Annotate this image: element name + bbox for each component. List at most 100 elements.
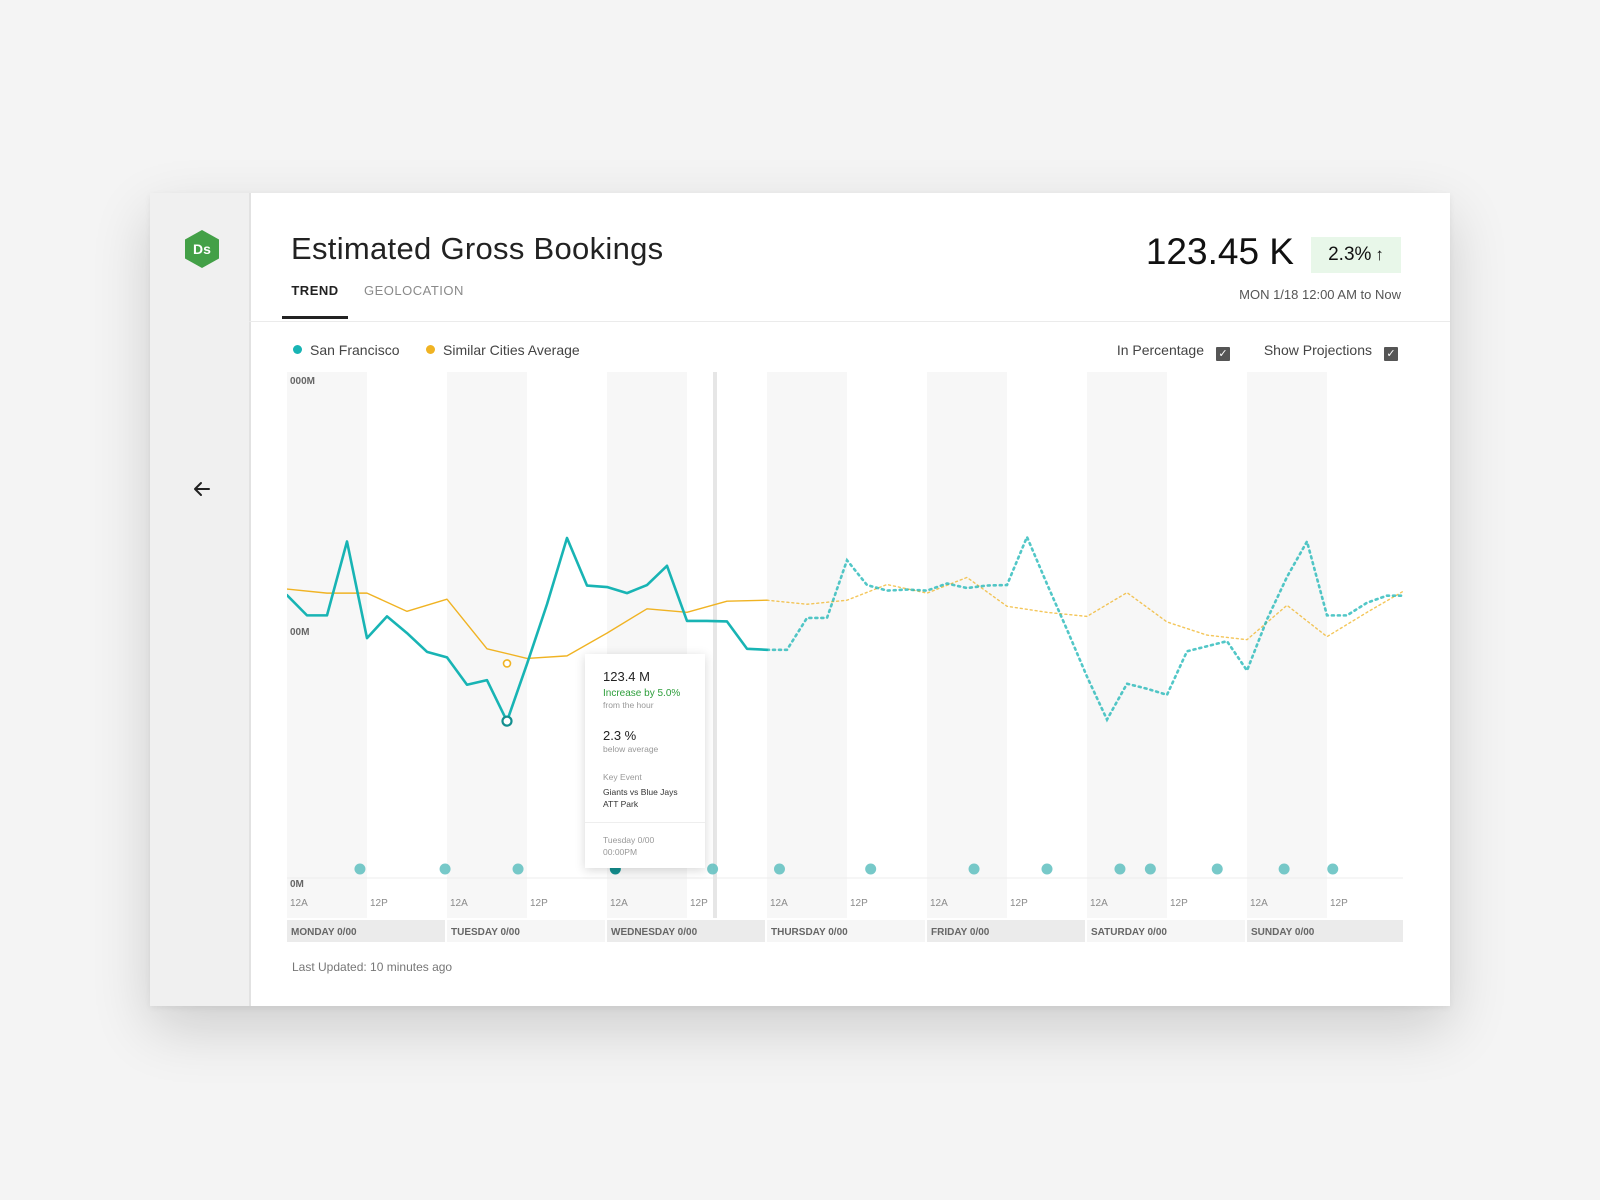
tooltip-event-label: Key Event xyxy=(603,772,642,782)
y-axis-label: 0M xyxy=(290,879,304,890)
last-updated: Last Updated: 10 minutes ago xyxy=(292,960,453,974)
tooltip-percent-sub: below average xyxy=(603,744,659,754)
legend-item-similar-cities[interactable]: Similar Cities Average xyxy=(426,342,580,358)
x-tick-label: 12A xyxy=(770,898,788,909)
arrow-left-icon xyxy=(194,482,210,496)
highlight-point-san-francisco xyxy=(501,715,513,727)
legend-dot-icon xyxy=(426,345,435,354)
event-marker xyxy=(512,863,524,875)
event-marker xyxy=(1144,863,1156,875)
y-axis-label: 000M xyxy=(290,376,315,387)
day-label: SUNDAY 0/00 xyxy=(1251,927,1315,938)
toggle-in-percentage[interactable]: In Percentage ✓ xyxy=(1117,342,1230,361)
chart-tooltip: 123.4 M Increase by 5.0% from the hour 2… xyxy=(585,654,705,868)
event-marker xyxy=(1278,863,1290,875)
toggle-label: Show Projections xyxy=(1263,342,1372,358)
chart-band xyxy=(927,372,1007,918)
event-marker xyxy=(968,863,980,875)
tooltip-value: 123.4 M xyxy=(603,669,650,684)
bookings-card: Ds Estimated Gross Bookings TREND GEOLOC… xyxy=(150,193,1450,1006)
x-tick-label: 12A xyxy=(930,898,948,909)
page-title: Estimated Gross Bookings xyxy=(291,231,664,266)
toggle-label: In Percentage xyxy=(1116,342,1204,358)
event-marker xyxy=(773,863,785,875)
legend-label: Similar Cities Average xyxy=(443,342,580,358)
x-tick-label: 12A xyxy=(1250,898,1268,909)
change-value: 2.3% xyxy=(1328,244,1372,265)
similar-cities-projection-line xyxy=(766,576,1403,641)
tooltip-event-line1: Giants vs Blue Jays xyxy=(603,787,678,797)
san-francisco-projection-line xyxy=(765,533,1403,723)
header-divider xyxy=(249,321,1450,322)
trend-chart[interactable]: 000M 00M 0M 12A 12P 12A 12P 12A 12P 12A 12P 12A 12P 1… xyxy=(287,372,1403,952)
date-range: MON 1/18 12:00 AM to Now xyxy=(1239,287,1401,302)
tooltip-increase: Increase by 5.0% xyxy=(603,688,681,699)
tooltip-footer: Tuesday 0/00 00:00PM xyxy=(585,822,705,868)
day-label: WEDNESDAY 0/00 xyxy=(611,927,698,938)
y-axis-label: 00M xyxy=(290,627,309,638)
tab-geolocation[interactable]: GEOLOCATION xyxy=(364,283,464,298)
arrow-up-icon: ↑ xyxy=(1375,245,1384,264)
event-marker xyxy=(1211,863,1223,875)
hexagon-logo-icon xyxy=(185,230,219,268)
day-label: THURSDAY 0/00 xyxy=(771,927,848,938)
day-label: TUESDAY 0/00 xyxy=(451,927,520,938)
tooltip-increase-sub: from the hour xyxy=(603,700,654,710)
legend-label: San Francisco xyxy=(310,342,400,358)
tooltip-event-name: Giants vs Blue Jays ATT Park xyxy=(603,786,705,810)
similar-cities-line xyxy=(287,588,768,660)
tab-trend[interactable]: TREND xyxy=(282,283,348,319)
x-tick-label: 12A xyxy=(610,898,628,909)
x-tick-label: 12P xyxy=(530,898,548,909)
hover-cursor-line xyxy=(713,372,717,918)
legend-dot-icon xyxy=(293,345,302,354)
chart-band xyxy=(1247,372,1327,918)
day-label: FRIDAY 0/00 xyxy=(931,927,990,938)
event-marker xyxy=(1114,863,1126,875)
day-bar xyxy=(927,920,1085,942)
chart-band xyxy=(287,372,367,918)
tooltip-event-line2: ATT Park xyxy=(603,799,639,809)
change-badge: 2.3% ↑ xyxy=(1311,237,1401,273)
day-bar xyxy=(1087,920,1245,942)
chart-band xyxy=(447,372,527,918)
highlight-point-similar-cities xyxy=(502,659,512,668)
day-bar xyxy=(607,920,765,942)
event-marker xyxy=(439,863,451,875)
day-bar xyxy=(767,920,925,942)
day-bar xyxy=(287,920,445,942)
checkbox-checked-icon[interactable]: ✓ xyxy=(1384,347,1398,361)
event-marker xyxy=(1041,863,1053,875)
day-bar xyxy=(447,920,605,942)
x-tick-label: 12P xyxy=(1330,898,1348,909)
chart-band xyxy=(1327,372,1403,918)
legend-item-san-francisco[interactable]: San Francisco xyxy=(293,342,399,358)
chart-band xyxy=(367,372,447,918)
metric-value: 123.45 K xyxy=(1145,231,1294,272)
san-francisco-line xyxy=(287,536,769,723)
x-tick-label: 12P xyxy=(850,898,868,909)
x-tick-label: 12P xyxy=(1010,898,1028,909)
x-tick-label: 12A xyxy=(1090,898,1108,909)
checkbox-checked-icon[interactable]: ✓ xyxy=(1216,347,1230,361)
x-tick-label: 12P xyxy=(370,898,388,909)
chart-band xyxy=(1087,372,1167,918)
day-label: SATURDAY 0/00 xyxy=(1091,927,1167,938)
day-bar xyxy=(1247,920,1403,942)
event-marker xyxy=(865,863,877,875)
chart-band xyxy=(1007,372,1087,918)
toggle-show-projections[interactable]: Show Projections ✓ xyxy=(1264,342,1398,361)
trend-chart-svg: 000M 00M 0M 12A 12P 12A 12P 12A 12P 12A 12P 12A 12P 1… xyxy=(287,372,1403,942)
x-tick-label: 12A xyxy=(450,898,468,909)
tooltip-time-line1: Tuesday 0/00 xyxy=(603,835,655,845)
event-marker xyxy=(1327,863,1339,875)
chart-band xyxy=(847,372,927,918)
back-button[interactable] xyxy=(190,477,214,501)
day-label: MONDAY 0/00 xyxy=(291,927,357,938)
x-tick-label: 12P xyxy=(690,898,708,909)
logo-text: Ds xyxy=(193,241,211,257)
chart-band xyxy=(767,372,847,918)
tooltip-percent: 2.3 % xyxy=(603,728,637,743)
app-logo[interactable]: Ds xyxy=(184,229,220,269)
event-marker xyxy=(354,863,366,875)
